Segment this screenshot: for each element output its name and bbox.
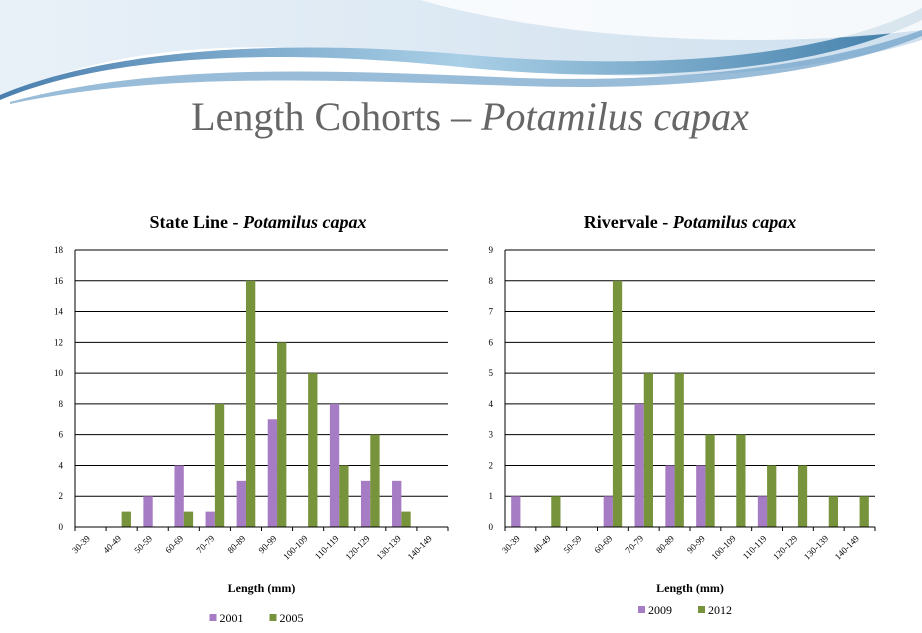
chart-title: Rivervale - Potamilus capax — [584, 212, 796, 232]
bar — [644, 373, 653, 527]
bar — [767, 465, 776, 527]
y-tick-label: 18 — [54, 245, 64, 255]
y-tick-label: 8 — [59, 399, 64, 409]
chart-title-part: State Line - — [149, 212, 243, 232]
y-tick-label: 4 — [489, 399, 494, 409]
legend-label: 2009 — [648, 603, 672, 617]
bar — [339, 465, 348, 527]
title-text: Length Cohorts – — [191, 94, 481, 139]
bar — [246, 281, 255, 527]
legend-label: 2005 — [280, 611, 304, 625]
bar — [675, 373, 684, 527]
bar — [758, 496, 767, 527]
y-tick-label: 6 — [489, 337, 494, 347]
bar — [122, 512, 131, 527]
y-tick-label: 3 — [489, 430, 494, 440]
bar — [237, 481, 246, 527]
x-axis-label: Length (mm) — [656, 581, 724, 595]
x-tick-label: 30-39 — [70, 533, 92, 555]
bar — [604, 496, 613, 527]
legend-swatch — [210, 614, 217, 621]
legend-swatch — [638, 606, 645, 613]
bar — [860, 496, 869, 527]
x-axis-label: Length (mm) — [228, 581, 296, 595]
x-tick-label: 110-119 — [741, 533, 769, 561]
bar — [392, 481, 401, 527]
y-tick-label: 0 — [59, 522, 64, 532]
slide-title: Length Cohorts – Potamilus capax — [191, 94, 749, 139]
x-tick-label: 120-129 — [771, 533, 800, 562]
bar — [798, 465, 807, 527]
y-tick-label: 8 — [489, 276, 494, 286]
x-tick-label: 70-79 — [194, 533, 216, 555]
x-tick-label: 100-109 — [709, 533, 738, 562]
x-tick-label: 110-119 — [313, 533, 341, 561]
bar — [665, 465, 674, 527]
bar — [696, 465, 705, 527]
legend-label: 2012 — [708, 603, 732, 617]
x-tick-label: 130-139 — [802, 533, 831, 562]
bar — [705, 435, 714, 527]
chart-title: State Line - Potamilus capax — [149, 212, 366, 232]
bar — [361, 481, 370, 527]
x-tick-label: 40-49 — [101, 533, 123, 555]
y-tick-label: 6 — [59, 430, 64, 440]
bar — [635, 404, 644, 527]
bar — [268, 419, 277, 527]
x-tick-label: 140-149 — [833, 533, 862, 562]
decoration — [0, 0, 922, 104]
x-tick-label: 40-49 — [531, 533, 553, 555]
x-tick-label: 50-59 — [132, 533, 154, 555]
bar — [215, 404, 224, 527]
legend-swatch — [270, 614, 277, 621]
bar — [330, 404, 339, 527]
bar — [551, 496, 560, 527]
bar — [143, 496, 152, 527]
x-tick-label: 90-99 — [685, 533, 707, 555]
y-tick-label: 4 — [59, 460, 64, 470]
y-tick-label: 2 — [59, 491, 64, 501]
y-tick-label: 12 — [54, 337, 63, 347]
x-tick-label: 60-69 — [592, 533, 614, 555]
y-tick-label: 1 — [489, 491, 494, 501]
bar — [308, 373, 317, 527]
x-tick-label: 130-139 — [375, 533, 404, 562]
x-tick-label: 120-129 — [343, 533, 372, 562]
x-tick-label: 60-69 — [163, 533, 185, 555]
slide: Length Cohorts – Potamilus capax State L… — [0, 0, 922, 633]
bar — [184, 512, 193, 527]
bar — [277, 342, 286, 527]
bar — [736, 435, 745, 527]
y-tick-label: 7 — [489, 307, 494, 317]
y-tick-label: 9 — [489, 245, 494, 255]
bar — [370, 435, 379, 527]
x-tick-label: 80-89 — [654, 533, 676, 555]
x-tick-label: 90-99 — [257, 533, 279, 555]
x-tick-label: 70-79 — [623, 533, 645, 555]
bar — [511, 496, 520, 527]
x-tick-label: 30-39 — [500, 533, 522, 555]
x-tick-label: 80-89 — [225, 533, 247, 555]
x-tick-label: 140-149 — [406, 533, 435, 562]
bar — [401, 512, 410, 527]
y-tick-label: 14 — [54, 307, 64, 317]
y-tick-label: 16 — [54, 276, 64, 286]
chart-title-part: Rivervale - — [584, 212, 673, 232]
x-tick-label: 50-59 — [562, 533, 584, 555]
bar — [829, 496, 838, 527]
chart-title-part: Potamilus capax — [242, 212, 367, 232]
x-tick-label: 100-109 — [281, 533, 310, 562]
bar — [613, 281, 622, 527]
bar — [206, 512, 215, 527]
bar — [174, 465, 183, 527]
title-species: Potamilus capax — [480, 94, 749, 139]
legend-label: 2001 — [220, 611, 244, 625]
y-tick-label: 2 — [489, 460, 494, 470]
y-tick-label: 0 — [489, 522, 494, 532]
legend-swatch — [698, 606, 705, 613]
chart-title-part: Potamilus capax — [672, 212, 797, 232]
y-tick-label: 5 — [489, 368, 494, 378]
y-tick-label: 10 — [54, 368, 64, 378]
